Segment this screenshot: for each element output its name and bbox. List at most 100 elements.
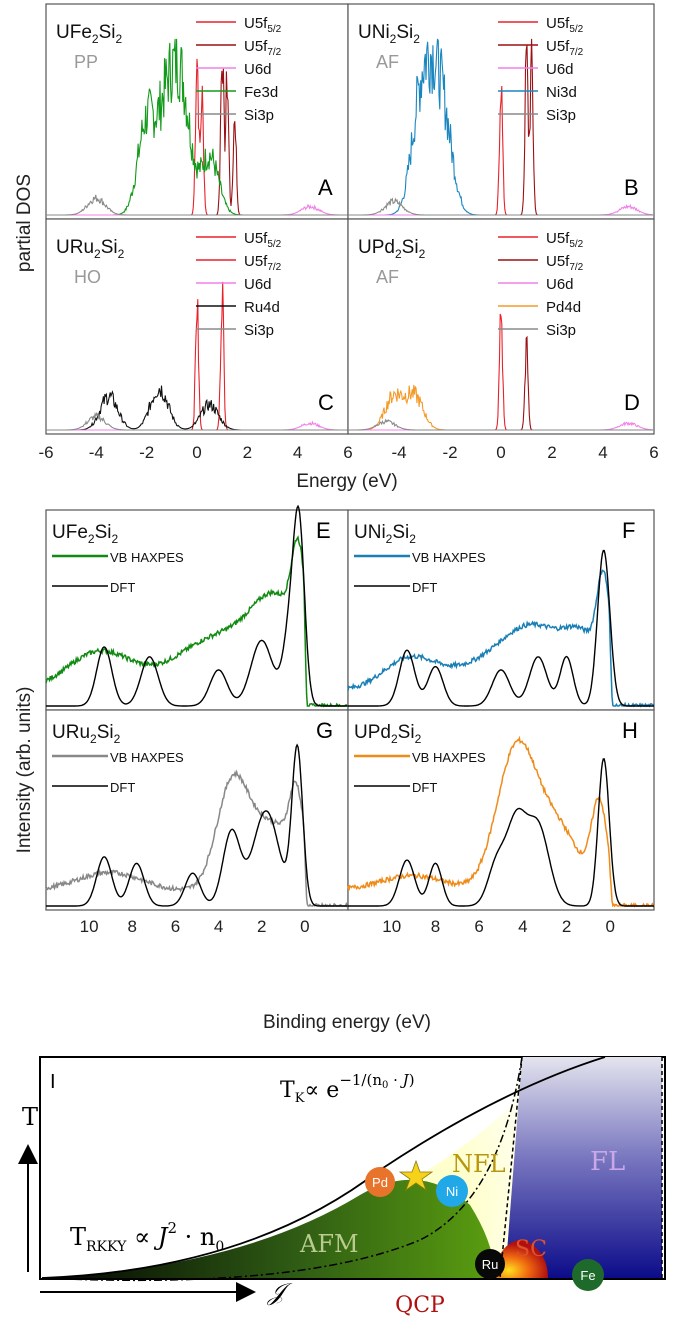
tick-label: 8 [431,917,440,936]
tick-label: 0 [606,917,615,936]
haxpes-panel-G: URu2Si2 VB HAXPES DFT G [45,709,349,911]
panel-letter: D [624,390,640,415]
legend-dft: DFT [110,580,135,595]
dft-line [46,743,348,907]
fl-region [500,1057,662,1278]
x-axis-label-haxpes: Binding energy (eV) [263,1012,431,1033]
trkky-formula: TRKKY ∝ 𝐽2 · n0 [70,1219,224,1255]
legend-entry: Si3p [546,107,576,124]
legend-entry: U5f7/2 [546,38,584,58]
svg-text:Ru: Ru [482,1257,499,1272]
panel-letter-I: I [50,1071,56,1093]
pdos-line-Si3p [46,194,348,216]
sc-region [492,1239,548,1278]
dft-line [46,504,348,707]
compound-label: UFe2Si2 [56,22,123,46]
tick-label: 6 [474,917,483,936]
tick-label: -2 [139,443,154,462]
compound-label: UPd2Si2 [354,722,422,746]
legend-entry: U6d [546,276,574,293]
pdos-line-Si3p [348,197,654,216]
svg-text:Fe: Fe [580,1268,595,1283]
tick-label: 0 [192,443,201,462]
tick-label: 2 [562,917,571,936]
compound-label: URu2Si2 [52,722,121,746]
tick-label: 0 [300,917,309,936]
legend-entry: U5f5/2 [244,15,282,35]
dft-line [348,758,654,907]
tick-label: 4 [598,443,607,462]
fl-boundary [499,1056,523,1279]
legend-entry: U5f5/2 [546,230,584,250]
compound-label: UNi2Si2 [358,22,420,46]
haxpes-ticks: 10 8 6 4 2 0 10 8 6 4 2 0 [80,904,615,936]
panel-letter: A [318,175,333,200]
sc-label: SC [515,1237,547,1262]
legend-entry: U6d [244,276,272,293]
y-axis-label-pdos: partial DOS [14,174,35,272]
legend-haxpes: VB HAXPES [110,550,184,565]
marker-ru: Ru [475,1249,505,1279]
compound-label: UPd2Si2 [358,237,426,261]
state-label: AF [376,267,399,287]
j-axis-label: 𝒥 [267,1278,293,1306]
star-marker [398,1159,434,1192]
legend-haxpes: VB HAXPES [412,750,486,765]
svg-text:Pd: Pd [372,1175,388,1190]
svg-text:Ni: Ni [446,1184,458,1199]
panel-letter: G [316,718,333,743]
state-label: HO [74,267,101,287]
legend-entry: Si3p [546,322,576,339]
tick-label: 10 [382,917,401,936]
legend-entry: U5f7/2 [546,253,584,273]
tick-label: 6 [343,443,352,462]
pdos-line-Si3p [46,411,348,431]
compound-label: URu2Si2 [56,237,125,261]
tick-label: -2 [442,443,457,462]
tick-label: 2 [547,443,556,462]
nfl-label: NFL [452,1150,506,1178]
legend-entry: U6d [546,61,574,78]
tick-label: 10 [80,917,99,936]
tick-label: 4 [214,917,223,936]
legend-entry: Si3p [244,107,274,124]
legend-entry: U6d [244,61,272,78]
compound-label: UNi2Si2 [354,522,416,546]
haxpes-panel-F: UNi2Si2 VB HAXPES DFT F [347,509,655,711]
afm-label: AFM [299,1230,359,1258]
pdos-panel-C: URu2Si2 HO U5f5/2 U5f7/2 U6d Ru4d Si3p C [45,218,349,435]
legend-entry: Ni3d [546,84,577,101]
tick-label: 0 [496,443,505,462]
panel-letter: C [318,390,334,415]
haxpes-panel-H: UPd2Si2 VB HAXPES DFT H [347,709,655,911]
tick-label: 8 [128,917,137,936]
legend-dft: DFT [412,780,437,795]
marker-pd: Pd [365,1167,395,1197]
panel-letter: F [622,518,635,543]
x-axis-label-pdos: Energy (eV) [296,471,397,492]
phase-diagram: I TK∝ e−1/(n0 · 𝐽) TRKKY ∝ 𝐽2 · n0 AFM N… [18,1056,666,1318]
state-label: PP [74,52,98,72]
marker-ni: Ni [436,1175,468,1207]
pdos-panel-D: UPd2Si2 AF U5f5/2 U5f7/2 U6d Pd4d Si3p D [347,218,655,435]
pdos-panels: partial DOS Energy (eV) -6 -4 -2 0 2 4 6 -4 -2 0 2… [14,3,659,492]
tick-label: 4 [293,443,302,462]
panel-letter: E [316,518,331,543]
pdos-line-Si3p [348,418,654,431]
panel-letter: B [624,175,639,200]
legend-haxpes: VB HAXPES [110,750,184,765]
legend-dft: DFT [110,780,135,795]
fl-label: FL [590,1147,625,1177]
legend-entry: U5f7/2 [244,253,282,273]
haxpes-panel-E: UFe2Si2 VB HAXPES DFT E [45,504,349,711]
haxpes-line [347,735,655,908]
haxpes-panels: Intensity (arb. units) Binding energy (e… [14,504,655,1033]
marker-fe: Fe [572,1259,604,1291]
legend-entry: Pd4d [546,299,581,316]
tk-formula: TK∝ e−1/(n0 · 𝐽) [280,1071,415,1106]
state-label: AF [376,52,399,72]
compound-label: UFe2Si2 [52,522,119,546]
legend-dft: DFT [412,580,437,595]
tick-label: 2 [257,917,266,936]
